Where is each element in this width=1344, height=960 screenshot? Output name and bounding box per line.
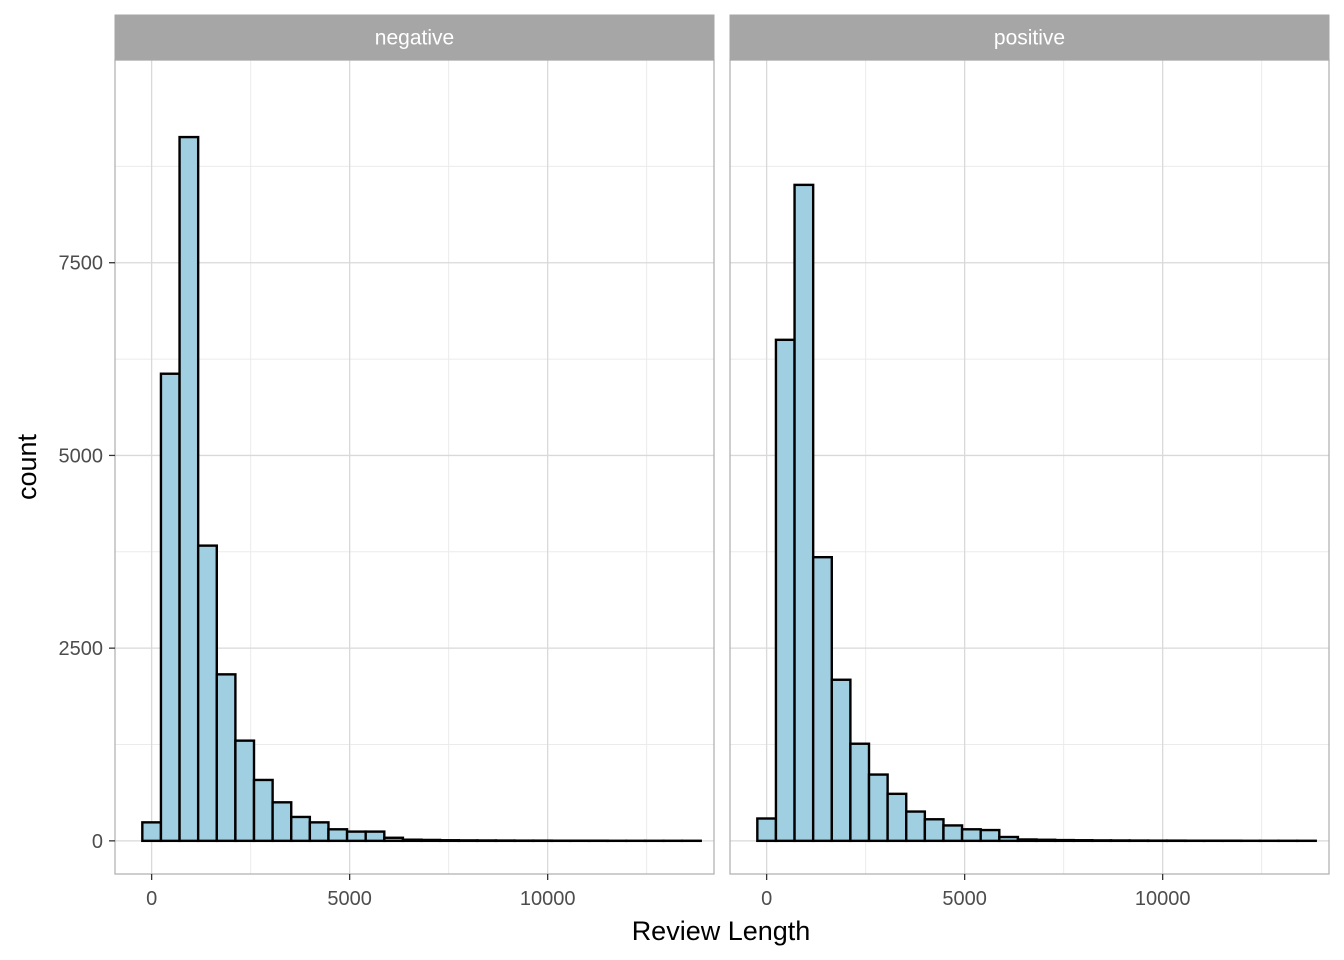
histogram-bar [886, 792, 908, 843]
histogram-bar [756, 817, 778, 843]
histogram-bar [1035, 838, 1057, 843]
histogram-bar [1016, 838, 1038, 843]
histogram-bar [1053, 838, 1075, 843]
x-tick-label: 0 [146, 888, 157, 910]
histogram-bar [401, 838, 423, 843]
x-tick-label: 5000 [327, 888, 372, 910]
x-axis-title: Review Length [632, 916, 811, 946]
x-tick-label: 10000 [1135, 888, 1191, 910]
histogram-bar [774, 338, 796, 843]
histogram-bar [308, 821, 330, 843]
facet-panel-positive: positive 0 5000 10000 [729, 14, 1330, 910]
x-tick-label: 5000 [942, 888, 987, 910]
histogram-bar [830, 678, 852, 843]
facet-strip-label: positive [994, 27, 1065, 50]
histogram-bar [849, 742, 871, 843]
histogram-bar [960, 828, 982, 843]
x-tick-label: 10000 [520, 888, 576, 910]
x-tick-label: 0 [761, 888, 772, 910]
histogram-bar [420, 838, 442, 843]
histogram-bar [196, 544, 218, 843]
histogram-bar [923, 818, 945, 843]
histogram-bar [252, 778, 274, 843]
histogram-bar [290, 815, 312, 843]
histogram-bar [867, 773, 889, 843]
facet-strip-label: negative [375, 27, 454, 50]
y-tick-label: 0 [92, 831, 103, 853]
y-tick-label: 7500 [59, 253, 104, 275]
histogram-bar [178, 135, 200, 843]
histogram-bar [905, 810, 927, 843]
facet-panel-negative: negative 0 5000 10000 0 2500 5000 7500 [59, 14, 715, 910]
histogram-bar [998, 835, 1020, 843]
histogram-bar [271, 801, 293, 843]
y-tick-label: 5000 [59, 445, 104, 467]
y-tick-label: 2500 [59, 638, 104, 660]
y-axis-title: count [12, 433, 42, 500]
histogram-bar [1072, 839, 1094, 843]
histogram-bar [383, 836, 405, 843]
histogram-bar [141, 821, 163, 843]
facet-strip [729, 14, 1330, 61]
histogram-bar [345, 830, 367, 843]
histogram-bar [364, 830, 386, 843]
histogram-bar [793, 183, 815, 843]
histogram-bar [811, 555, 833, 843]
histogram-bar [979, 828, 1001, 843]
histogram-bar [438, 839, 460, 843]
histogram-bar [159, 372, 181, 843]
histogram-bar [327, 828, 349, 843]
histogram-bar [215, 673, 237, 843]
histogram-bar [942, 824, 964, 843]
histogram-bar [234, 739, 256, 843]
facet-strip [114, 14, 715, 61]
